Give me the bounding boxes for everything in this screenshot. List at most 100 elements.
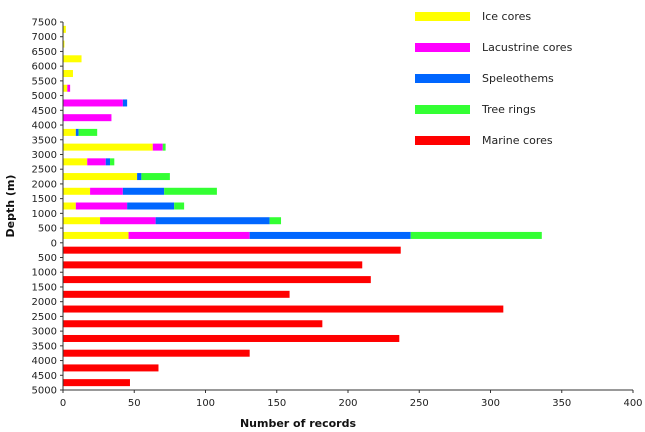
- bar-segment-speleothems: [122, 99, 128, 107]
- x-tick-label: 150: [267, 398, 286, 409]
- y-tick-label: 1000: [32, 268, 57, 279]
- bar-segment-marine-cores: [63, 261, 363, 269]
- x-tick-label: 0: [60, 398, 66, 409]
- y-axis-title: Depth (m): [4, 175, 17, 238]
- bar-segment-tree-rings: [410, 231, 542, 239]
- legend-label: Lacustrine cores: [482, 41, 573, 54]
- bar-segment-lacustrine-cores: [90, 187, 123, 195]
- bar-segment-speleothems: [137, 173, 142, 181]
- bar-segment-ice-cores: [63, 143, 153, 151]
- y-tick-label: 4500: [32, 106, 57, 117]
- x-axis-title: Number of records: [240, 417, 357, 430]
- legend-label: Speleothems: [482, 72, 554, 85]
- bar-segment-ice-cores: [63, 40, 65, 48]
- y-tick-label: 2500: [32, 312, 57, 323]
- y-tick-label: 5000: [32, 386, 57, 397]
- bar-segment-tree-rings: [174, 202, 185, 210]
- bar-segment-marine-cores: [63, 334, 400, 342]
- bar-segment-lacustrine-cores: [128, 231, 250, 239]
- legend-swatch: [415, 74, 470, 83]
- bar-segment-ice-cores: [63, 187, 91, 195]
- bars-group: [63, 25, 542, 387]
- x-tick-label: 250: [410, 398, 429, 409]
- legend: Ice cores Lacustrine cores Speleothems Tree…: [415, 10, 573, 147]
- x-tick-label: 350: [552, 398, 571, 409]
- y-tick-labels: 7500700065006000550050004500400035003000…: [32, 18, 57, 397]
- bar-segment-lacustrine-cores: [75, 202, 128, 210]
- bar-segment-ice-cores: [63, 55, 82, 63]
- y-tick-label: 2000: [32, 297, 57, 308]
- bar-segment-tree-rings: [141, 173, 170, 181]
- x-tick-label: 100: [196, 398, 215, 409]
- x-tick-labels: 0 50 100 150 200 250 300 350 400: [60, 398, 643, 409]
- x-tick-label: 50: [128, 398, 141, 409]
- legend-swatch: [415, 136, 470, 145]
- y-tick-label: 1000: [32, 209, 57, 220]
- bar-segment-tree-rings: [110, 158, 115, 166]
- bar-segment-tree-rings: [78, 128, 98, 136]
- y-tick-label: 3500: [32, 135, 57, 146]
- legend-swatch: [415, 105, 470, 114]
- bar-segment-ice-cores: [63, 70, 73, 78]
- y-tick-label: 4000: [32, 121, 57, 132]
- axes-group: [60, 21, 634, 393]
- y-tick-label: 2000: [32, 179, 57, 190]
- bar-segment-tree-rings: [269, 217, 282, 225]
- bar-segment-ice-cores: [63, 217, 101, 225]
- y-tick-label: 0: [51, 238, 57, 249]
- x-tick-label: 400: [623, 398, 642, 409]
- bar-segment-marine-cores: [63, 349, 250, 357]
- bar-segment-lacustrine-cores: [63, 99, 123, 107]
- bar-segment-ice-cores: [63, 202, 76, 210]
- bar-segment-speleothems: [127, 202, 175, 210]
- bar-segment-marine-cores: [63, 290, 290, 298]
- bar-segment-marine-cores: [63, 379, 130, 387]
- y-tick-label: 1500: [32, 194, 57, 205]
- legend-label: Tree rings: [481, 103, 536, 116]
- bar-segment-lacustrine-cores: [100, 217, 156, 225]
- bar-segment-lacustrine-cores: [63, 114, 112, 122]
- bar-segment-lacustrine-cores: [87, 158, 106, 166]
- x-tick-label: 200: [338, 398, 357, 409]
- bar-segment-marine-cores: [63, 364, 159, 372]
- y-tick-label: 3000: [32, 150, 57, 161]
- y-tick-label: 3000: [32, 327, 57, 338]
- y-tick-label: 4500: [32, 371, 57, 382]
- bar-segment-speleothems: [249, 231, 411, 239]
- bar-segment-ice-cores: [63, 25, 66, 33]
- legend-label: Ice cores: [482, 10, 531, 23]
- bar-segment-speleothems: [105, 158, 111, 166]
- bar-segment-marine-cores: [63, 305, 504, 313]
- x-tick-label: 300: [481, 398, 500, 409]
- bar-segment-marine-cores: [63, 320, 323, 328]
- bar-segment-speleothems: [75, 128, 79, 136]
- bar-segment-marine-cores: [63, 276, 371, 284]
- y-tick-label: 1500: [32, 282, 57, 293]
- bar-segment-speleothems: [155, 217, 270, 225]
- bar-segment-tree-rings: [164, 187, 217, 195]
- y-tick-label: 5000: [32, 91, 57, 102]
- legend-swatch: [415, 12, 470, 21]
- bar-segment-speleothems: [122, 187, 165, 195]
- bar-segment-lacustrine-cores: [67, 84, 71, 92]
- bar-segment-tree-rings: [162, 143, 166, 151]
- y-tick-label: 6500: [32, 47, 57, 58]
- y-tick-label: 6000: [32, 62, 57, 73]
- legend-label: Marine cores: [482, 134, 553, 147]
- y-tick-label: 5500: [32, 76, 57, 87]
- bar-segment-ice-cores: [63, 128, 76, 136]
- bar-segment-ice-cores: [63, 231, 129, 239]
- y-tick-label: 500: [38, 253, 57, 264]
- y-tick-label: 500: [38, 224, 57, 235]
- y-tick-label: 7000: [32, 32, 57, 43]
- y-tick-label: 7500: [32, 18, 57, 29]
- y-tick-label: 3500: [32, 341, 57, 352]
- bar-segment-marine-cores: [63, 246, 401, 254]
- bar-segment-ice-cores: [63, 158, 88, 166]
- y-tick-label: 4000: [32, 356, 57, 367]
- legend-swatch: [415, 43, 470, 52]
- bar-segment-ice-cores: [63, 84, 68, 92]
- bar-segment-lacustrine-cores: [152, 143, 163, 151]
- bar-segment-ice-cores: [63, 173, 138, 181]
